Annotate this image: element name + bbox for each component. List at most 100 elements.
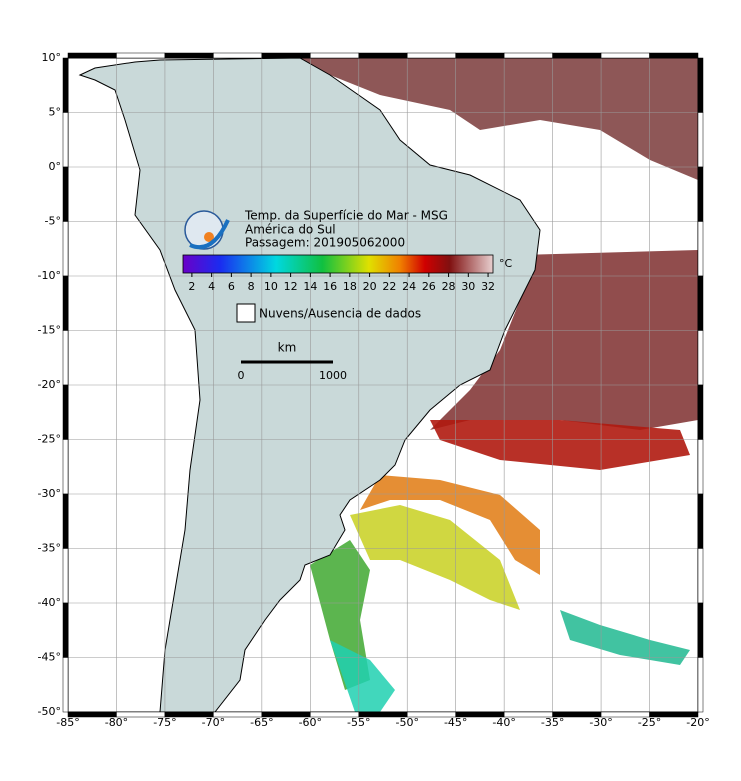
y-tick-label: -50° <box>38 705 61 718</box>
x-tick-label: -50° <box>395 716 418 729</box>
x-tick-label: -60° <box>299 716 322 729</box>
frame-segment <box>261 52 311 59</box>
y-tick-label: -5° <box>45 215 61 228</box>
x-tick-label: -55° <box>347 716 370 729</box>
x-tick-label: -45° <box>444 716 467 729</box>
region: América do Sul <box>245 223 336 237</box>
frame-segment <box>62 439 69 495</box>
sst-red-band <box>430 420 690 470</box>
scale-label: 0 <box>238 369 245 382</box>
logo <box>184 210 230 250</box>
y-tick-label: 0° <box>49 160 62 173</box>
x-tick-label: -20° <box>686 716 709 729</box>
frame-segment <box>213 52 263 59</box>
scale-unit: km <box>278 341 297 355</box>
colorbar-tick-label: 22 <box>382 280 396 293</box>
logo-globe <box>184 210 224 250</box>
colorbar-tick-label: 12 <box>284 280 298 293</box>
y-tick-label: -15° <box>38 324 61 337</box>
sst-teal-patch <box>560 610 690 665</box>
colorbar-tick-label: 14 <box>303 280 317 293</box>
frame-segment <box>552 52 602 59</box>
frame-segment <box>62 275 69 331</box>
colorbar-tick-label: 10 <box>264 280 278 293</box>
logo-sun <box>204 232 214 242</box>
frame-segment <box>697 57 704 113</box>
title: Temp. da Superfície do Mar - MSG <box>244 209 448 223</box>
frame-segment <box>697 221 704 277</box>
frame-segment <box>406 52 456 59</box>
frame-segment <box>697 166 704 222</box>
frame-segment <box>67 52 117 59</box>
y-tick-label: 5° <box>49 106 62 119</box>
frame-segment <box>697 384 704 440</box>
x-tick-label: -65° <box>250 716 273 729</box>
frame-segment <box>697 493 704 549</box>
sst-yellow <box>350 505 520 610</box>
colorbar <box>182 254 494 274</box>
x-tick-label: -30° <box>589 716 612 729</box>
frame-segment <box>62 548 69 604</box>
frame-segment <box>62 602 69 658</box>
sst-cyan <box>330 640 395 712</box>
frame-segment <box>697 112 704 168</box>
frame-segment <box>62 657 69 713</box>
legend-label: Nuvens/Ausencia de dados <box>259 307 421 321</box>
y-tick-label: 10° <box>42 51 62 64</box>
colorbar-tick-label: 26 <box>422 280 436 293</box>
sst-orange-arc <box>360 475 540 575</box>
frame-segment <box>62 330 69 386</box>
colorbar-tick-label: 16 <box>323 280 337 293</box>
frame-segment <box>358 52 408 59</box>
frame-segment <box>649 711 699 718</box>
colorbar-tick-label: 4 <box>208 280 215 293</box>
legend-swatch <box>236 303 256 323</box>
frame-segment <box>649 52 699 59</box>
x-tick-label: -80° <box>105 716 128 729</box>
colorbar-tick-label: 2 <box>188 280 195 293</box>
frame-segment <box>164 52 214 59</box>
frame-segment <box>600 52 650 59</box>
colorbar-tick-label: 20 <box>363 280 377 293</box>
frame-segment <box>62 221 69 277</box>
x-tick-label: -35° <box>541 716 564 729</box>
frame-segment <box>310 52 360 59</box>
frame-segment <box>503 52 553 59</box>
frame-segment <box>697 439 704 495</box>
frame-segment <box>62 384 69 440</box>
y-tick-label: -30° <box>38 487 61 500</box>
x-tick-label: -85° <box>56 716 79 729</box>
x-tick-label: -70° <box>202 716 225 729</box>
colorbar-tick-label: 6 <box>228 280 235 293</box>
frame-segment <box>62 166 69 222</box>
sst-warm-north <box>300 58 698 180</box>
frame-segment <box>697 657 704 713</box>
y-tick-label: -20° <box>38 378 61 391</box>
colorbar-tick-label: 18 <box>343 280 357 293</box>
x-tick-label: -75° <box>153 716 176 729</box>
frame-segment <box>62 493 69 549</box>
x-tick-label: -25° <box>638 716 661 729</box>
y-tick-label: -35° <box>38 542 61 555</box>
frame-segment <box>697 330 704 386</box>
colorbar-unit: °C <box>499 257 513 270</box>
colorbar-tick-label: 28 <box>442 280 456 293</box>
x-tick-label: -40° <box>492 716 515 729</box>
frame-segment <box>455 52 505 59</box>
y-tick-label: -10° <box>38 269 61 282</box>
scale-label: 1000 <box>319 369 347 382</box>
pass-time: Passagem: 201905062000 <box>245 236 405 250</box>
frame-segment <box>62 57 69 113</box>
colorbar-tick-label: 24 <box>402 280 416 293</box>
y-tick-label: -40° <box>38 596 61 609</box>
frame-segment <box>62 112 69 168</box>
logo-arrow <box>189 219 230 250</box>
y-tick-label: -45° <box>38 651 61 664</box>
y-tick-label: -25° <box>38 433 61 446</box>
frame-segment <box>116 52 166 59</box>
frame-segment <box>697 548 704 604</box>
colorbar-tick-label: 32 <box>481 280 495 293</box>
colorbar-tick-label: 30 <box>461 280 475 293</box>
colorbar-tick-label: 8 <box>248 280 255 293</box>
